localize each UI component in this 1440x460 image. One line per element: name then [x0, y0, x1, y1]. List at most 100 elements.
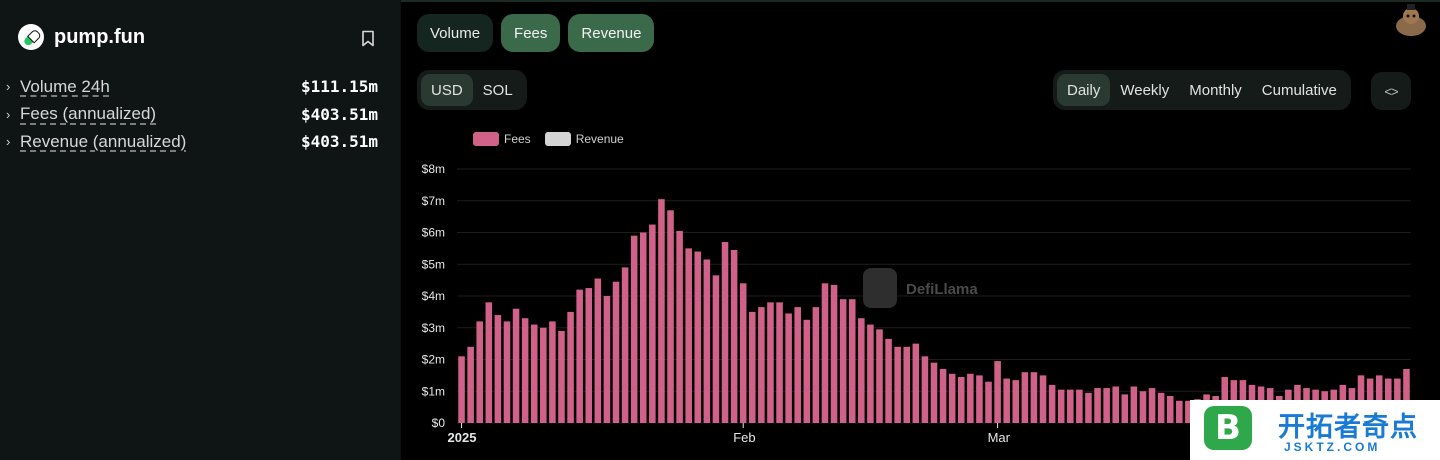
fees-bar[interactable] — [485, 302, 493, 423]
fees-bar[interactable] — [1221, 376, 1229, 423]
fees-bar[interactable] — [467, 346, 474, 423]
metric-row-revenue[interactable]: › Revenue (annualized) $403.51m — [6, 128, 378, 156]
fees-bar[interactable] — [612, 281, 620, 423]
chevron-right-icon[interactable]: › — [6, 79, 11, 95]
fees-bar[interactable] — [976, 375, 983, 423]
fees-bar[interactable] — [621, 267, 629, 423]
legend-item-fees[interactable]: Fees — [473, 132, 531, 146]
bookmark-icon[interactable] — [361, 30, 375, 47]
fees-bar[interactable] — [1148, 388, 1156, 423]
fees-bar[interactable] — [1003, 378, 1010, 423]
fees-bar[interactable] — [594, 278, 602, 423]
fees-bar[interactable] — [1121, 394, 1129, 423]
chevron-right-icon[interactable]: › — [6, 134, 11, 150]
fees-bar[interactable] — [739, 283, 747, 423]
fees-bar[interactable] — [776, 302, 783, 423]
fees-bar[interactable] — [867, 324, 874, 423]
fees-bar[interactable] — [939, 369, 947, 423]
fees-bar[interactable] — [1139, 391, 1147, 423]
chevron-right-icon[interactable]: › — [6, 106, 11, 122]
metric-row-fees[interactable]: › Fees (annualized) $403.51m — [6, 101, 378, 129]
fees-bar[interactable] — [494, 315, 502, 423]
fees-bar[interactable] — [721, 242, 729, 423]
fees-bar[interactable] — [767, 302, 774, 423]
fees-bar[interactable] — [1403, 369, 1410, 423]
fees-bar[interactable] — [639, 232, 647, 424]
fees-bar[interactable] — [685, 248, 692, 423]
fees-bar[interactable] — [994, 361, 1001, 423]
fees-bar[interactable] — [530, 324, 538, 423]
fees-bar[interactable] — [576, 289, 583, 423]
fees-bar[interactable] — [512, 308, 520, 423]
fees-bar[interactable] — [1103, 388, 1110, 423]
fees-bar[interactable] — [649, 224, 656, 423]
fees-bar[interactable] — [1085, 392, 1092, 423]
fees-bar[interactable] — [985, 381, 992, 423]
fees-bar[interactable] — [658, 199, 665, 423]
fees-bar[interactable] — [876, 329, 883, 423]
fees-bar[interactable] — [930, 362, 938, 423]
fees-bar[interactable] — [830, 284, 838, 423]
fees-bar[interactable] — [1357, 375, 1365, 423]
fees-bar[interactable] — [1012, 380, 1020, 423]
fees-bar[interactable] — [1076, 389, 1083, 423]
fees-bar[interactable] — [1030, 372, 1038, 423]
fees-bar[interactable] — [858, 318, 865, 423]
currency-sol-option[interactable]: SOL — [482, 81, 513, 99]
metric-row-volume[interactable]: › Volume 24h $111.15m — [6, 73, 378, 101]
fees-bar[interactable] — [967, 373, 974, 423]
fees-bar[interactable] — [603, 296, 611, 423]
fees-bar[interactable] — [712, 275, 720, 423]
avatar-icon[interactable] — [1394, 2, 1428, 38]
fees-bar[interactable] — [1112, 386, 1119, 423]
fees-bar[interactable] — [894, 346, 901, 423]
fees-bar[interactable] — [676, 230, 683, 423]
fees-bar[interactable] — [549, 321, 556, 423]
fees-bar[interactable] — [1375, 375, 1383, 423]
fees-bar[interactable] — [630, 235, 638, 423]
fees-bar[interactable] — [1067, 389, 1074, 423]
fees-bar[interactable] — [839, 299, 847, 423]
fees-bar[interactable] — [1166, 396, 1174, 423]
fees-bar[interactable] — [912, 343, 920, 423]
currency-usd-option[interactable]: USD — [421, 74, 473, 106]
fees-bar[interactable] — [903, 346, 911, 423]
fees-bar[interactable] — [540, 327, 547, 423]
fees-bar[interactable] — [785, 313, 792, 423]
tab-volume[interactable]: Volume — [417, 14, 494, 52]
tab-revenue[interactable]: Revenue — [568, 14, 655, 52]
fees-bar[interactable] — [503, 321, 511, 423]
fees-bar[interactable] — [521, 318, 529, 423]
fees-bar[interactable] — [1176, 400, 1183, 423]
fees-bar[interactable] — [1130, 386, 1138, 423]
fees-bar[interactable] — [458, 356, 465, 423]
fees-bar[interactable] — [1039, 375, 1047, 423]
fees-bar[interactable] — [703, 259, 711, 423]
period-monthly-option[interactable]: Monthly — [1189, 81, 1242, 99]
fees-bar[interactable] — [1185, 400, 1192, 423]
fees-bar[interactable] — [812, 307, 820, 423]
fees-bar[interactable] — [1057, 389, 1065, 423]
embed-code-button[interactable]: <> — [1371, 72, 1411, 110]
fees-bar[interactable] — [749, 311, 756, 423]
fees-bar[interactable] — [567, 311, 574, 423]
fees-bar[interactable] — [667, 210, 674, 423]
fees-bar[interactable] — [1048, 384, 1056, 423]
fees-bar[interactable] — [558, 330, 565, 423]
fees-bar[interactable] — [885, 338, 892, 423]
period-daily-option[interactable]: Daily — [1057, 74, 1111, 106]
legend-item-revenue[interactable]: Revenue — [544, 132, 624, 146]
fees-bar[interactable] — [1094, 388, 1101, 423]
fees-bar[interactable] — [803, 319, 811, 423]
fees-bar[interactable] — [821, 283, 829, 423]
fees-bar[interactable] — [957, 376, 965, 423]
fees-bar[interactable] — [1157, 392, 1165, 423]
period-cumulative-option[interactable]: Cumulative — [1261, 81, 1337, 99]
fees-bar[interactable] — [476, 321, 483, 423]
fees-bar[interactable] — [694, 251, 702, 423]
fees-bar[interactable] — [730, 249, 738, 423]
fees-bar[interactable] — [948, 373, 956, 423]
tab-fees[interactable]: Fees — [501, 14, 561, 52]
fees-bar[interactable] — [758, 307, 765, 423]
fees-bar[interactable] — [848, 299, 856, 423]
